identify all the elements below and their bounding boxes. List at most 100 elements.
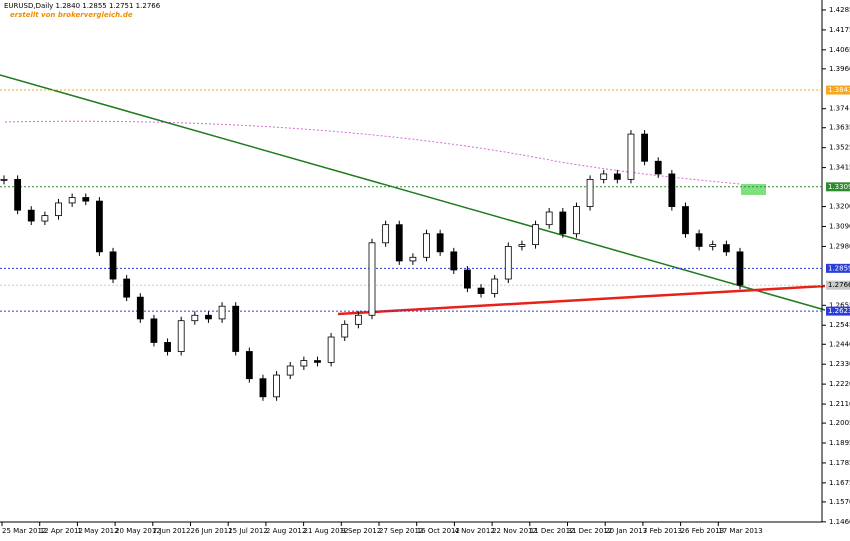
x-tick-label: 2 Aug 2012 [266,527,306,535]
x-tick-label: 20 May 2012 [115,527,161,535]
y-tick-label: 1.3200 [829,203,850,211]
candle [436,233,444,253]
candle [545,211,553,226]
candle [191,314,199,322]
candle [532,224,539,246]
x-tick-label: 26 Feb 2013 [681,527,725,535]
y-tick-label: 1.4285 [829,6,850,14]
y-tick-label: 1.2110 [829,400,850,408]
y-tick-label: 1.3635 [829,124,850,132]
y-tick-label: 1.1895 [829,439,850,447]
candle [232,305,240,352]
candle [27,209,35,222]
x-tick-label: 20 Jan 2013 [605,527,647,535]
y-tick-label: 1.3415 [829,164,850,172]
candle [136,296,144,320]
x-tick-label: 26 Jun 2012 [191,527,233,535]
candle [654,160,662,175]
candle [273,374,280,398]
price-label: 1.2766 [828,281,850,289]
candle [382,224,390,244]
candle [109,251,117,280]
candle [709,244,717,247]
candle [736,251,744,286]
x-tick-label: 11 Dec 2012 [530,527,575,535]
price-label: 1.2859 [828,264,850,272]
candle [300,360,308,367]
y-tick-label: 1.4175 [829,26,850,34]
y-tick-label: 1.1675 [829,479,850,487]
price-label: 1.3843 [828,86,850,94]
candle [327,336,335,363]
y-tick-label: 1.3960 [829,65,850,73]
x-tick-label: 22 Nov 2012 [492,527,537,535]
y-tick-label: 1.2655 [829,301,850,309]
candle [14,178,22,211]
y-tick-label: 1.2330 [829,360,850,368]
y-tick-label: 1.1785 [829,459,850,467]
price-label: 1.2623 [828,307,850,315]
candle [423,233,430,258]
candle [245,351,253,380]
candle [82,197,90,202]
candle [573,206,580,235]
price-label: 1.3309 [828,183,850,191]
price-label-box [826,280,850,290]
x-tick-label: 31 Dec 2012 [568,527,613,535]
candle [0,178,8,181]
candle [491,278,499,294]
candle [395,224,403,262]
support-line [337,284,826,316]
candle [409,256,417,262]
price-label-box [826,85,850,95]
candle [286,365,294,376]
y-tick-label: 1.3525 [829,144,850,152]
candle [668,173,676,207]
candle [41,215,49,222]
price-label-box [826,263,850,273]
y-tick-label: 1.374 [829,105,850,113]
candle [123,278,131,298]
x-tick-label: 7 Feb 2013 [643,527,682,535]
candle [695,233,703,247]
candle [341,323,349,338]
candle [354,314,362,325]
candle [477,287,485,294]
y-tick-label: 1.4065 [829,46,850,54]
candle [68,197,76,204]
y-tick-label: 1.1570 [829,498,850,506]
trend-line [0,74,826,311]
candle [205,314,212,320]
watermark: erstellt von brokervergleich.de [10,11,133,19]
target-box [741,184,766,195]
price-label-box [826,182,850,192]
price-label-box [826,306,850,316]
y-tick-label: 1.2545 [829,321,850,329]
x-tick-label: 21 Aug 2012 [304,527,349,535]
candle [722,244,730,253]
candle [177,320,185,352]
y-tick-label: 1.1460 [829,518,850,526]
x-tick-label: 7 Jun 2012 [153,527,191,535]
candle [600,173,608,180]
candle [259,378,267,398]
candle [613,173,621,180]
candle [314,360,321,363]
x-tick-label: 9 Sep 2012 [341,527,381,535]
candle [218,305,226,320]
y-tick-label: 1.2005 [829,419,850,427]
candle [518,244,526,247]
candle [641,133,648,162]
candle [96,200,103,253]
candle [586,178,594,207]
candle [150,318,158,343]
candle [450,251,458,271]
candle [164,342,171,352]
header: EURUSD,Daily 1.2840 1.2855 1.2751 1.2766 [4,2,161,10]
candle [464,269,471,289]
x-tick-label: 17 Mar 2013 [718,527,762,535]
candle [559,211,567,235]
y-tick-label: 1.2220 [829,380,850,388]
y-tick-label: 1.3090 [829,222,850,230]
